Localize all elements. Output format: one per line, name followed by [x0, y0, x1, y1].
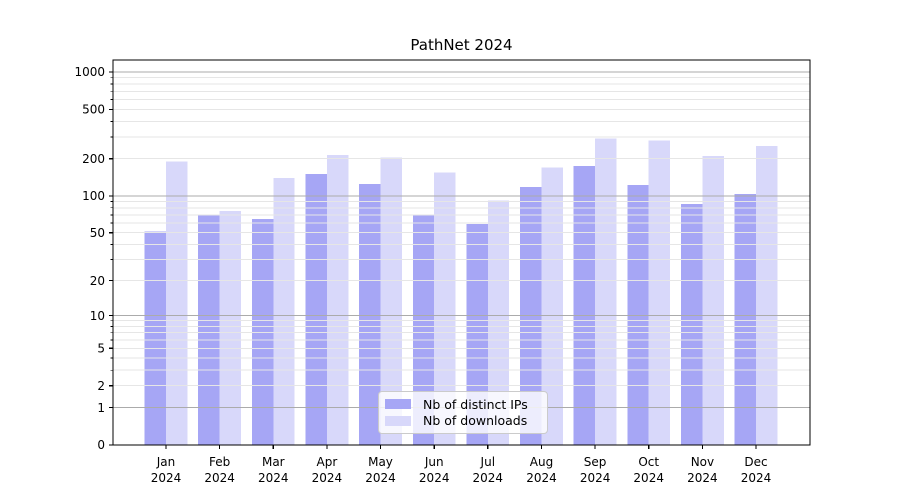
bar-downloads-may	[380, 157, 402, 445]
y-tick-label: 1	[97, 401, 105, 415]
legend-label-distinct-ips: Nb of distinct IPs	[423, 396, 528, 412]
bar-distinct-ips-mar	[251, 218, 274, 445]
y-tick-label: 1000	[74, 65, 105, 79]
legend-item-downloads: Nb of downloads	[385, 413, 538, 428]
bar-downloads-feb	[219, 211, 241, 445]
legend: Nb of distinct IPs Nb of downloads	[378, 391, 548, 434]
bar-downloads-jan	[166, 161, 188, 445]
legend-swatch-downloads	[385, 415, 411, 426]
x-tick-label-year: 2024	[365, 471, 396, 485]
x-tick-label-month: May	[368, 455, 393, 469]
chart-title: PathNet 2024	[410, 36, 513, 54]
x-tick-label-year: 2024	[258, 471, 289, 485]
x-tick-label-year: 2024	[687, 471, 718, 485]
bar-distinct-ips-may	[359, 183, 381, 445]
y-tick-label: 100	[82, 189, 105, 203]
x-tick-label-month: Oct	[638, 455, 659, 469]
axes-spines	[112, 59, 811, 446]
bar-distinct-ips-nov	[681, 203, 703, 445]
legend-item-distinct-ips: Nb of distinct IPs	[385, 397, 538, 412]
x-tick-label-year: 2024	[473, 471, 504, 485]
x-tick-label-year: 2024	[151, 471, 182, 485]
x-tick-label-month: Jun	[424, 455, 444, 469]
bar-downloads-dec	[756, 146, 778, 445]
bar-distinct-ips-oct	[627, 185, 649, 445]
x-tick-label-year: 2024	[204, 471, 235, 485]
bar-downloads-nov	[702, 156, 724, 445]
y-tick-label: 500	[82, 103, 105, 117]
y-tick-label: 10	[90, 309, 105, 323]
bar-downloads-aug	[541, 167, 563, 445]
x-tick-label-year: 2024	[312, 471, 343, 485]
x-tick-label-month: Nov	[691, 455, 714, 469]
y-tick-label: 5	[97, 342, 105, 356]
bar-downloads-sep	[595, 138, 617, 445]
bar-distinct-ips-feb	[198, 214, 220, 445]
bar-distinct-ips-jan	[144, 231, 166, 445]
y-tick-label: 200	[82, 152, 105, 166]
y-tick-label: 20	[90, 274, 105, 288]
x-tick-label-month: Jan	[156, 455, 176, 469]
x-tick-label-month: Mar	[262, 455, 285, 469]
bar-distinct-ips-apr	[305, 174, 327, 445]
bar-downloads-apr	[326, 154, 349, 446]
bar-downloads-jun	[434, 172, 456, 445]
bar-downloads-oct	[648, 140, 671, 445]
bar-distinct-ips-jul	[466, 224, 488, 445]
bar-distinct-ips-jun	[412, 214, 435, 445]
x-tick-label-year: 2024	[741, 471, 772, 485]
y-tick-label: 50	[90, 226, 105, 240]
x-tick-label-year: 2024	[633, 471, 664, 485]
bar-downloads-jul	[487, 200, 510, 445]
x-tick-label-month: Sep	[584, 455, 607, 469]
x-tick-label-year: 2024	[526, 471, 557, 485]
x-tick-label-year: 2024	[580, 471, 611, 485]
bar-distinct-ips-sep	[573, 165, 596, 445]
legend-swatch-distinct-ips	[385, 399, 411, 410]
y-tick-label: 0	[97, 438, 105, 452]
x-tick-label-month: Apr	[317, 455, 338, 469]
x-tick-label-month: Jul	[480, 455, 495, 469]
legend-label-downloads: Nb of downloads	[423, 413, 528, 429]
x-tick-label-month: Aug	[530, 455, 553, 469]
y-tick-label: 2	[97, 379, 105, 393]
x-tick-label-year: 2024	[419, 471, 450, 485]
bar-distinct-ips-dec	[734, 193, 756, 445]
bar-downloads-mar	[273, 177, 295, 445]
x-tick-label-month: Feb	[209, 455, 230, 469]
x-tick-label-month: Dec	[744, 455, 767, 469]
